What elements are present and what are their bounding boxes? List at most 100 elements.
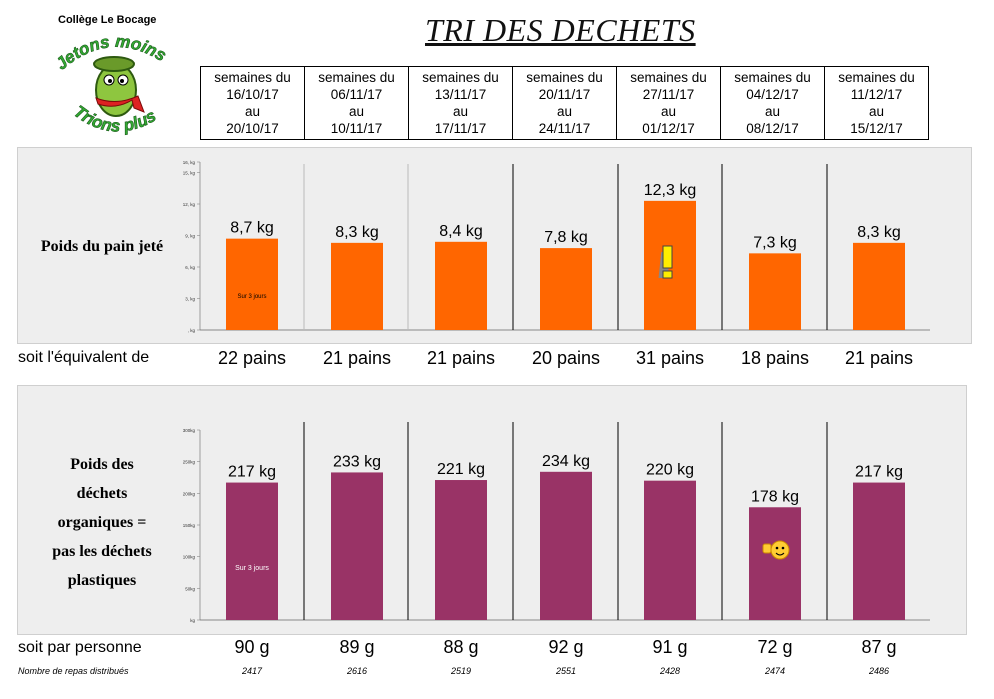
y-tick-label: 300kg [183,428,196,433]
bar [853,482,905,620]
bar-label: 217 kg [855,464,903,481]
bar [540,248,592,330]
week-line: 13/11/17 [434,87,487,102]
y-tick-label: 150kg [183,523,196,528]
bread-chart: 16, kg 15, kg 12, kg 9, kg 6, kg 3, kg , kg 8,7… [183,160,930,333]
bar-label: 12,3 kg [644,182,696,199]
thumbs-up-smiley-icon [762,540,790,560]
per-person-value: 92 g [548,637,584,657]
y-tick-label: 3, kg [185,297,195,302]
week-cell: semaines du 20/11/17 au 24/11/17 [512,66,617,140]
meals-value: 2519 [450,666,472,676]
warning-icon [658,245,673,279]
bread-equivalent-label: soit l'équivalent de [18,349,150,366]
bar-label: 7,3 kg [753,234,797,251]
meals-value: 2474 [764,666,786,676]
per-person-value: 91 g [652,637,688,657]
organic-chart-label: Poids des déchets organiques = pas les déch… [22,450,182,595]
week-line: 06/11/17 [330,87,383,102]
week-cell: semaines du 06/11/17 au 10/11/17 [304,66,409,140]
bar [435,241,487,330]
week-line: semaines du [526,70,603,85]
per-person-value: 88 g [443,637,479,657]
week-line: semaines du [838,70,915,85]
per-person-value: 89 g [339,637,375,657]
y-tick-label: 100kg [183,555,196,560]
week-line: 04/12/17 [746,87,799,102]
organic-label-line: Poids des [70,456,134,473]
week-cell: semaines du 27/11/17 au 01/12/17 [616,66,721,140]
bar-label: 8,4 kg [439,223,483,240]
y-tick-label: , kg [188,328,196,333]
week-line: 10/11/17 [330,121,383,136]
bar-label: 8,3 kg [335,224,379,241]
bar-label: 8,7 kg [230,220,274,237]
week-line: 15/12/17 [850,121,903,136]
bar-label: 217 kg [228,464,276,481]
bar [331,472,383,620]
week-line: semaines du [422,70,499,85]
week-line: au [764,104,781,119]
organic-note: Sur 3 jours [235,565,269,572]
bar [540,471,592,620]
organic-label-line: pas les déchets [52,543,152,560]
meals-value: 2428 [659,666,681,676]
week-line: 08/12/17 [746,121,799,136]
bread-equivalent-value: 21 pains [426,348,496,368]
week-line: au [868,104,885,119]
bread-equivalent-value: 21 pains [844,348,914,368]
week-line: 16/10/17 [226,87,279,102]
mascot-hat [93,56,135,72]
week-line: au [660,104,677,119]
organic-panel [17,385,967,635]
week-cell: semaines du 11/12/17 au 15/12/17 [824,66,929,140]
week-cell: semaines du 04/12/17 au 08/12/17 [720,66,825,140]
week-line: semaines du [214,70,291,85]
y-tick-label: 9, kg [185,234,195,239]
bar-label: 233 kg [333,453,381,470]
organic-label-line: organiques = [57,514,147,531]
week-cell: semaines du 13/11/17 au 17/11/17 [408,66,513,140]
bar-label: 7,8 kg [544,229,588,246]
bar-label: 221 kg [437,461,485,478]
page-title: TRI DES DECHETS [425,12,696,48]
y-tick-label: 200kg [183,491,196,496]
week-line: semaines du [630,70,707,85]
bar [749,253,801,330]
logo: Jetons moins Trions plus [52,31,170,136]
week-line: 24/11/17 [538,121,591,136]
per-person-value: 72 g [757,637,793,657]
bread-equivalent-value: 21 pains [322,348,392,368]
bread-panel [17,147,972,344]
bread-equivalent-value: 20 pains [531,348,601,368]
week-line: 01/12/17 [642,121,695,136]
organic-chart: 300kg 250kg 200kg 150kg 100kg 50kg kg 217 kg 233… [183,422,930,623]
per-person-value: 90 g [234,637,270,657]
meals-value: 2417 [241,666,263,676]
week-line: au [244,104,261,119]
week-line: 20/10/17 [226,121,279,136]
y-tick-label: kg [190,618,195,623]
bread-equivalent-value: 18 pains [740,348,810,368]
y-tick-label: 16, kg [183,160,196,165]
bar [644,480,696,620]
bread-note: Sur 3 jours [237,294,266,300]
per-person-value: 87 g [861,637,897,657]
week-line: 27/11/17 [642,87,695,102]
y-tick-label: 12, kg [183,202,196,207]
bar-label: 234 kg [542,453,590,470]
per-person-label: soit par personne [18,639,142,656]
bar-label: 8,3 kg [857,224,901,241]
week-line: au [452,104,469,119]
bread-chart-label: Poids du pain jeté [40,238,164,255]
mascot-scarf [95,95,145,113]
week-line: semaines du [318,70,395,85]
bar [226,482,278,620]
bar [331,242,383,330]
meals-value: 2616 [346,666,368,676]
bar [226,238,278,330]
week-line: 11/12/17 [850,87,903,102]
y-tick-label: 6, kg [185,265,195,270]
week-line: au [348,104,365,119]
meals-label: Nombre de repas distribués [18,666,129,676]
